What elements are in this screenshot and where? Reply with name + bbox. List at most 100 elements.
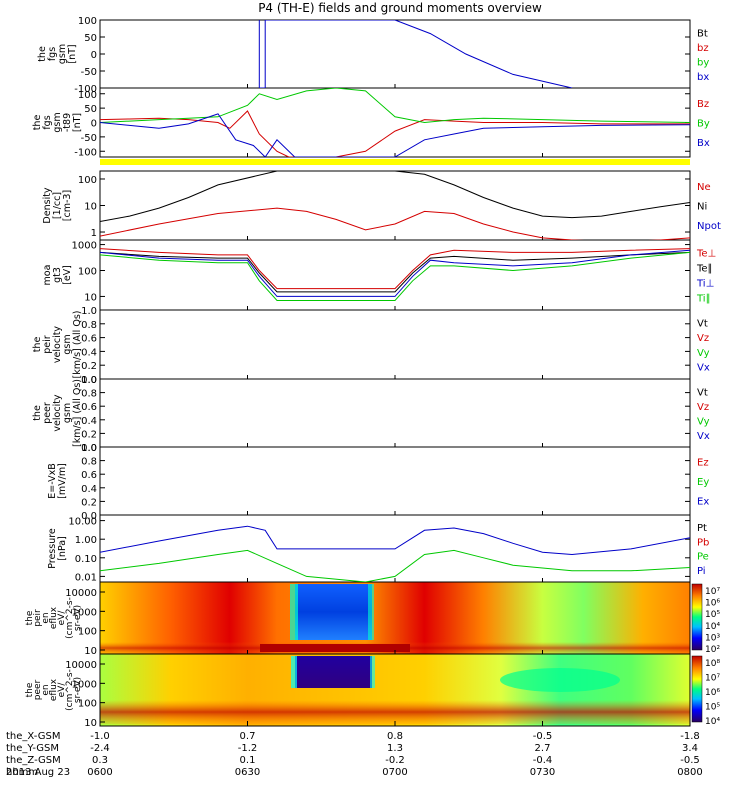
- panel-5-legend-0: Vt: [697, 318, 708, 329]
- x-tick-label: 0730: [530, 767, 555, 778]
- ephemeris-value: -0.5: [533, 731, 553, 742]
- panel-5-frame: [99, 309, 691, 380]
- panel-7-legend-2: Ex: [697, 496, 709, 507]
- panel-8-series-pi: [100, 525, 690, 556]
- spectrogram-2-ylabel: sr-eV): [73, 677, 83, 703]
- ephemeris-label-3: hhmm: [6, 767, 38, 778]
- panel-6-ylabel: gsm: [62, 403, 73, 423]
- panel-5-ytick-label: 0.0: [81, 375, 97, 386]
- panel-5-ytick-label: 1.0: [81, 306, 97, 317]
- panel-1-ytick-label: -50: [81, 67, 97, 78]
- panel-4-series-ti: [100, 251, 690, 301]
- panel-1-legend-3: bx: [697, 72, 709, 83]
- panel-3-frame: [99, 170, 691, 241]
- spectrogram-1-ylabel: en: [41, 612, 51, 623]
- panel-8-ytick-label: 1.00: [75, 535, 97, 546]
- panel-6-ytick-label: 1.0: [81, 375, 97, 386]
- panel-2-ylabel: fgs: [42, 115, 53, 129]
- panel-1-ylabel: the: [37, 46, 48, 62]
- panel-7-frame: [99, 446, 691, 516]
- panel-6-legend-2: Vy: [697, 416, 710, 427]
- panel-2-legend-0: Bz: [697, 99, 709, 110]
- ephemeris-value: 0.8: [387, 731, 403, 742]
- spectrogram-2-ytick-label: 1000: [72, 679, 97, 690]
- x-tick-label: 0600: [87, 767, 112, 778]
- spectrogram-1-colorbar-label: 10⁵: [705, 610, 720, 620]
- ephemeris-value: 0.7: [240, 731, 256, 742]
- ephemeris-value: -0.4: [533, 755, 553, 766]
- panel-6-ylabel: peer: [42, 402, 53, 424]
- ephemeris-label-1: the_Y-GSM: [6, 743, 59, 754]
- spectrogram-1-ylabel: sr-eV): [73, 605, 83, 631]
- ephemeris-value: -2.4: [90, 743, 110, 754]
- panel-7-legend-0: Ez: [697, 458, 709, 469]
- panel-1-ytick-label: 0: [91, 50, 97, 61]
- spectrogram-2-colorbar-label: 10⁷: [705, 674, 720, 684]
- panel-6-ytick-label: 0.2: [81, 429, 97, 440]
- panel-3-ylabel: Density: [42, 187, 53, 223]
- ion-spectrogram-core: [295, 584, 372, 640]
- panel-6-ytick-label: 0.0: [81, 443, 97, 454]
- x-tick-label: 0630: [235, 767, 260, 778]
- panel-6-ytick-label: 0.4: [81, 416, 97, 427]
- panel-5-legend-2: Vy: [697, 348, 710, 359]
- panel-7-ytick-label: 0.0: [81, 511, 97, 522]
- panel-3-legend-1: Ni: [697, 202, 707, 213]
- spectrogram-1-ytick-label: 1000: [72, 607, 97, 618]
- spectrogram-1-colorbar-label: 10⁶: [705, 599, 720, 609]
- quality-flag-bar: [100, 159, 690, 165]
- spectrogram-2-ylabel: eflux: [49, 678, 59, 701]
- ephemeris-value: -1.8: [680, 731, 700, 742]
- panel-1-ytick-label: -100: [74, 84, 97, 95]
- panel-5-ylabel: peir: [42, 335, 53, 354]
- ion-spectrogram: [100, 582, 690, 654]
- spectrogram-2-ylabel: the: [25, 682, 35, 697]
- panel-2-ylabel: gsm: [52, 112, 63, 132]
- electron-spectrogram-core: [295, 656, 372, 688]
- panel-5-ylabel: gsm: [62, 334, 73, 354]
- ephemeris-value: -1.2: [238, 743, 258, 754]
- panel-1-ytick-label: 100: [78, 16, 97, 27]
- panel-6-legend-3: Vx: [697, 431, 710, 442]
- ephemeris-value: 3.4: [682, 743, 698, 754]
- panel-2-legend-1: By: [697, 119, 710, 130]
- panel-4-series-ti: [100, 249, 690, 297]
- panel-7-ytick-label: 0.8: [81, 457, 97, 468]
- spectrogram-1-ytick-label: 10: [84, 646, 97, 657]
- panel-2-ytick-label: 100: [78, 90, 97, 101]
- panel-6-ylabel: [km/s] (All Qs): [72, 379, 83, 447]
- electron-spectrogram-green-blob: [500, 668, 620, 692]
- panel-4-series-te: [100, 251, 690, 293]
- panel-2-ytick-label: 0: [91, 119, 97, 130]
- panel-7-legend-1: Ey: [697, 477, 709, 488]
- panel-4-ytick-label: 10: [84, 292, 97, 303]
- spectrogram-1-colorbar-label: 10²: [705, 645, 720, 655]
- panel-4-ylabel: moa: [42, 265, 53, 286]
- panel-1-ylabel: fgs: [47, 47, 58, 61]
- panel-4-ylabel: [eV]: [62, 265, 73, 285]
- panel-5-ytick-label: 0.8: [81, 320, 97, 331]
- ephemeris-value: 1.3: [387, 743, 403, 754]
- ephemeris-value: -1.0: [90, 731, 110, 742]
- panel-2-ytick-label: 50: [84, 104, 97, 115]
- panel-8-ytick-label: 0.01: [75, 572, 97, 583]
- panel-2-ylabel: [nT]: [72, 113, 83, 132]
- panel-1-series-bx: [258, 20, 573, 88]
- spectrogram-1-colorbar-label: 10⁷: [705, 587, 720, 597]
- spectrogram-1-ylabel: (cm^2-s-: [65, 597, 75, 639]
- panel-2-series-bz: [100, 110, 690, 157]
- spectrogram-2-colorbar-label: 10⁸: [705, 659, 720, 669]
- panel-5-ytick-label: 0.2: [81, 361, 97, 372]
- panel-5-ytick-label: 0.6: [81, 334, 97, 345]
- spectrogram-2-ytick-label: 10000: [65, 660, 97, 671]
- panel-4-ylabel: gt3: [52, 267, 63, 283]
- panel-7-ylabel: [mV/m]: [57, 463, 68, 499]
- panel-8-legend-2: Pe: [697, 552, 709, 563]
- panel-4-series-te: [100, 248, 690, 290]
- spectrogram-1-ylabel: peir: [33, 609, 43, 627]
- panel-8-ytick-label: 10.00: [68, 517, 97, 528]
- panel-3-ytick-label: 10: [84, 202, 97, 213]
- spectrogram-2-ylabel: en: [41, 684, 51, 695]
- x-tick-label: 0800: [677, 767, 702, 778]
